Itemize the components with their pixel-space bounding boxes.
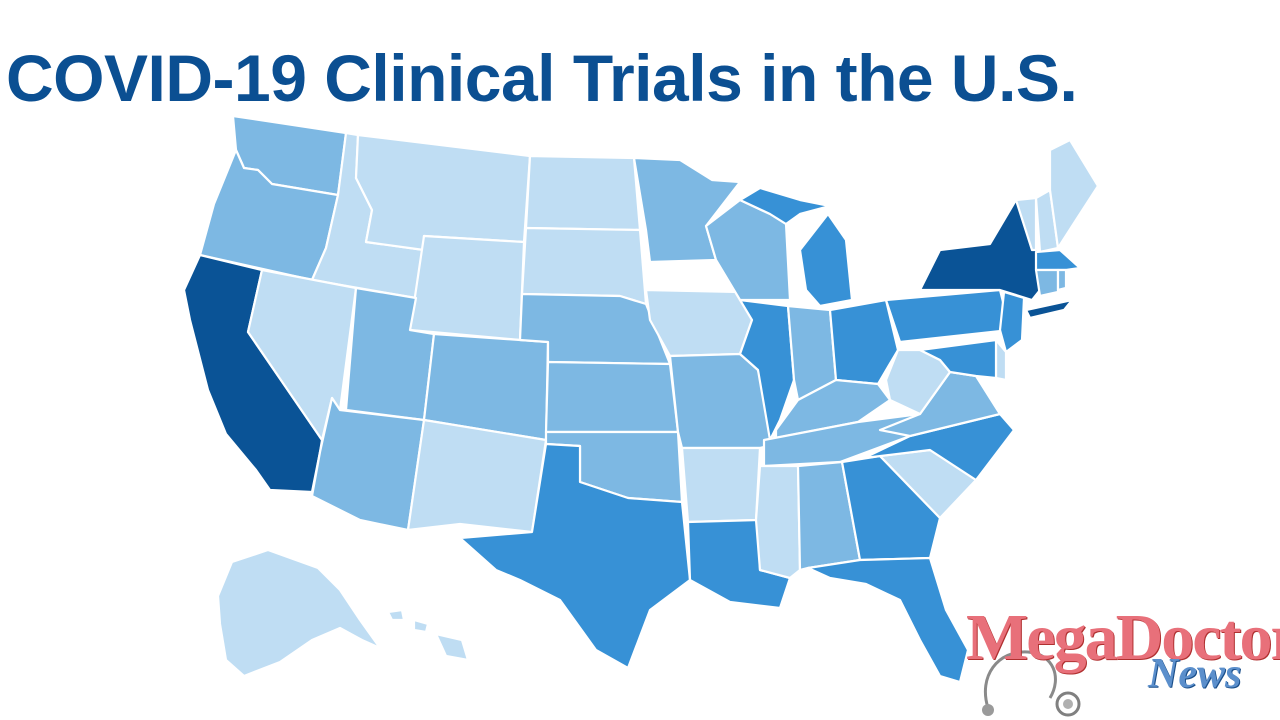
- state-MI-upper[interactable]: [738, 186, 832, 226]
- state-AK[interactable]: [216, 548, 382, 678]
- state-NM[interactable]: [406, 418, 548, 534]
- state-MT[interactable]: [354, 133, 532, 252]
- state-ND[interactable]: [524, 154, 642, 232]
- state-MS[interactable]: [754, 464, 802, 580]
- state-PA[interactable]: [884, 288, 1012, 344]
- page-title: COVID-19 Clinical Trials in the U.S.: [6, 41, 1078, 115]
- state-SD[interactable]: [520, 226, 648, 306]
- logo-main-text: MegaDoctor: [966, 601, 1280, 674]
- state-KS[interactable]: [544, 360, 680, 434]
- state-CT[interactable]: [1034, 268, 1060, 298]
- state-HI[interactable]: [386, 608, 470, 662]
- state-RI[interactable]: [1056, 268, 1068, 292]
- logo-sub-text: News: [1148, 651, 1242, 697]
- megadoctor-news-logo: MegaDoctor News: [958, 601, 1280, 720]
- state-ME[interactable]: [1048, 138, 1100, 250]
- state-VT[interactable]: [1014, 196, 1038, 252]
- state-NJ[interactable]: [998, 290, 1026, 354]
- state-OH[interactable]: [828, 298, 900, 386]
- state-FL[interactable]: [806, 556, 970, 684]
- state-AZ[interactable]: [310, 396, 426, 532]
- state-TX[interactable]: [458, 442, 692, 670]
- state-AR[interactable]: [680, 446, 762, 524]
- state-WY[interactable]: [408, 234, 526, 342]
- state-NY-long-island[interactable]: [1024, 298, 1074, 320]
- state-MA[interactable]: [1034, 248, 1082, 272]
- state-MI[interactable]: [798, 212, 854, 308]
- state-MD[interactable]: [918, 338, 998, 380]
